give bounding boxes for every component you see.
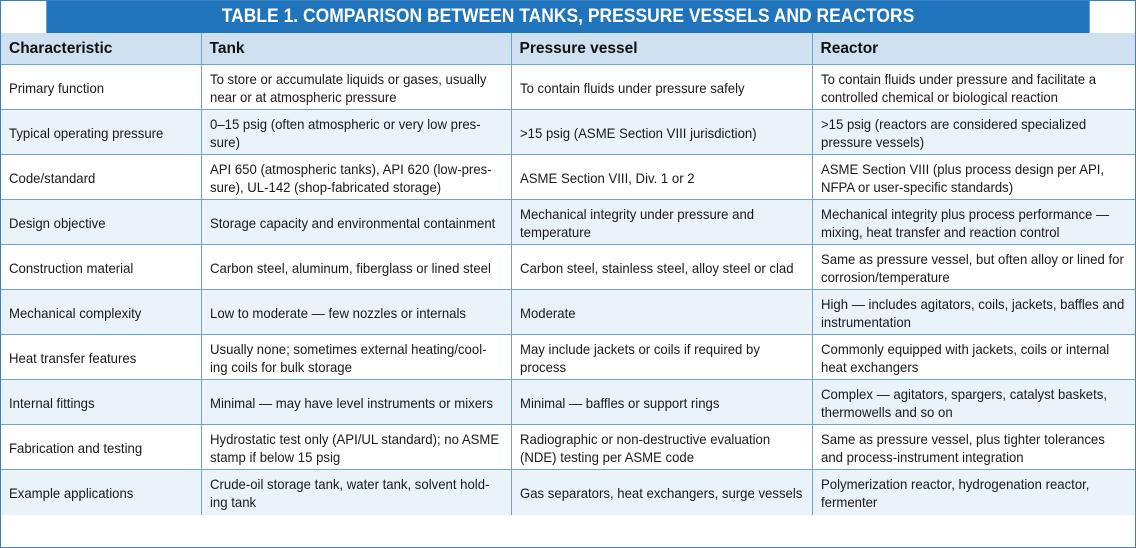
- cell-characteristic: Typical operating pressure: [1, 109, 202, 155]
- cell-text: Fabrication and testing: [9, 439, 143, 456]
- cell-text: Minimal — may have level instruments or …: [209, 394, 493, 411]
- cell-text: Same as pressure vessel, but often alloy…: [820, 250, 1124, 285]
- cell-pressure-vessel: >15 psig (ASME Section VIII jurisdiction…: [510, 109, 813, 155]
- table-row: Heat transfer features Usually none; some…: [1, 334, 1135, 380]
- cell-text: Crude-oil storage tank, water tank, solv…: [209, 475, 489, 510]
- cell-tank: 0–15 psig (often atmospheric or very low…: [200, 109, 512, 155]
- cell-text: 0–15 psig (often atmospheric or very low…: [209, 115, 481, 150]
- cell-tank: Storage capacity and environmental conta…: [200, 199, 512, 245]
- cell-tank: Hydrostatic test only (API/UL standard);…: [200, 424, 512, 470]
- cell-text: Code/standard: [9, 169, 96, 186]
- cell-text: ASME Section VIII (plus process design p…: [820, 160, 1104, 195]
- cell-text: >15 psig (reactors are considered specia…: [820, 115, 1086, 150]
- header-tank: Tank: [200, 33, 512, 65]
- cell-text: Mechanical integrity plus process perfor…: [820, 205, 1109, 240]
- table-title: TABLE 1. COMPARISON BETWEEN TANKS, PRESS…: [46, 1, 1090, 33]
- table-row: Typical operating pressure 0–15 psig (oft…: [1, 109, 1135, 155]
- table-row: Primary function To store or accumulate l…: [1, 64, 1135, 110]
- cell-text: Radiographic or non-destructive evaluati…: [519, 430, 770, 465]
- cell-characteristic: Code/standard: [1, 154, 202, 200]
- comparison-table: Characteristic Tank Pressure vessel Reac…: [1, 33, 1135, 515]
- table-row: Internal fittings Minimal — may have leve…: [1, 379, 1135, 425]
- cell-text: Example applications: [9, 484, 134, 501]
- cell-text: Primary function: [9, 79, 105, 96]
- cell-characteristic: Design objective: [1, 199, 202, 245]
- cell-text: Mechanical integrity under pressure and …: [519, 205, 754, 240]
- cell-text: Carbon steel, stainless steel, alloy ste…: [519, 259, 794, 276]
- cell-reactor: Same as pressure vessel, plus tighter to…: [811, 424, 1135, 470]
- cell-pressure-vessel: Carbon steel, stainless steel, alloy ste…: [510, 244, 813, 290]
- cell-text: Moderate: [519, 304, 576, 321]
- cell-reactor: Commonly equipped with jackets, coils or…: [811, 334, 1135, 380]
- table-row: Design objective Storage capacity and env…: [1, 199, 1135, 245]
- cell-text: Hydrostatic test only (API/UL standard);…: [209, 430, 499, 465]
- header-characteristic: Characteristic: [1, 33, 202, 65]
- cell-reactor: >15 psig (reactors are considered specia…: [811, 109, 1135, 155]
- cell-characteristic: Primary function: [1, 64, 202, 110]
- table-row: Example applications Crude-oil storage ta…: [1, 469, 1135, 515]
- cell-text: Same as pressure vessel, plus tighter to…: [820, 430, 1105, 465]
- cell-tank: Usually none; sometimes external heating…: [200, 334, 512, 380]
- cell-text: ASME Section VIII, Div. 1 or 2: [519, 169, 695, 186]
- table-row: Code/standard API 650 (atmospheric tanks)…: [1, 154, 1135, 200]
- cell-text: To contain fluids under pressure safely: [519, 79, 745, 96]
- cell-pressure-vessel: Mechanical integrity under pressure and …: [510, 199, 813, 245]
- cell-characteristic: Internal fittings: [1, 379, 202, 425]
- cell-tank: To store or accumulate liquids or gases,…: [200, 64, 512, 110]
- cell-pressure-vessel: Gas separators, heat exchangers, surge v…: [510, 469, 813, 515]
- cell-pressure-vessel: Minimal — baffles or support rings: [510, 379, 813, 425]
- cell-tank: Crude-oil storage tank, water tank, solv…: [200, 469, 512, 515]
- cell-characteristic: Fabrication and testing: [1, 424, 202, 470]
- cell-pressure-vessel: May include jackets or coils if required…: [510, 334, 813, 380]
- header-pressure-vessel: Pressure vessel: [510, 33, 813, 65]
- cell-text: To contain fluids under pressure and fac…: [820, 70, 1096, 105]
- cell-pressure-vessel: To contain fluids under pressure safely: [510, 64, 813, 110]
- cell-characteristic: Heat transfer features: [1, 334, 202, 380]
- cell-pressure-vessel: ASME Section VIII, Div. 1 or 2: [510, 154, 813, 200]
- cell-text: Low to moderate — few nozzles or interna…: [209, 304, 466, 321]
- cell-tank: Carbon steel, aluminum, fiberglass or li…: [200, 244, 512, 290]
- cell-text: Usually none; sometimes external heating…: [209, 340, 487, 375]
- cell-text: Storage capacity and environmental conta…: [209, 214, 495, 231]
- header-row: Characteristic Tank Pressure vessel Reac…: [1, 33, 1135, 65]
- cell-pressure-vessel: Moderate: [510, 289, 813, 335]
- cell-text: Typical operating pressure: [9, 124, 164, 141]
- cell-reactor: To contain fluids under pressure and fac…: [811, 64, 1135, 110]
- cell-reactor: High — includes agitators, coils, jacket…: [811, 289, 1135, 335]
- cell-text: Gas separators, heat exchangers, surge v…: [519, 484, 802, 501]
- table-row: Fabrication and testing Hydrostatic test …: [1, 424, 1135, 470]
- cell-reactor: Complex — agitators, spargers, catalyst …: [811, 379, 1135, 425]
- cell-reactor: Polymerization reactor, hydrogenation re…: [811, 469, 1135, 515]
- cell-characteristic: Example applications: [1, 469, 202, 515]
- cell-text: High — includes agitators, coils, jacket…: [820, 295, 1124, 330]
- cell-tank: API 650 (atmospheric tanks), API 620 (lo…: [200, 154, 512, 200]
- cell-text: To store or accumulate liquids or gases,…: [209, 70, 487, 105]
- cell-reactor: ASME Section VIII (plus process design p…: [811, 154, 1135, 200]
- cell-text: Internal fittings: [9, 394, 95, 411]
- cell-text: Commonly equipped with jackets, coils or…: [820, 340, 1109, 375]
- cell-characteristic: Mechanical complexity: [1, 289, 202, 335]
- cell-text: Design objective: [9, 214, 106, 231]
- header-reactor: Reactor: [811, 33, 1135, 65]
- cell-text: Complex — agitators, spargers, catalyst …: [820, 385, 1107, 420]
- cell-text: Minimal — baffles or support rings: [519, 394, 719, 411]
- cell-text: Carbon steel, aluminum, fiberglass or li…: [209, 259, 491, 276]
- cell-text: API 650 (atmospheric tanks), API 620 (lo…: [209, 160, 492, 195]
- cell-text: May include jackets or coils if required…: [519, 340, 760, 375]
- cell-text: Construction material: [9, 259, 134, 276]
- table-row: Construction material Carbon steel, alumi…: [1, 244, 1135, 290]
- cell-text: Heat transfer features: [9, 349, 137, 366]
- cell-text: Polymerization reactor, hydrogenation re…: [820, 475, 1089, 510]
- table-row: Mechanical complexity Low to moderate — f…: [1, 289, 1135, 335]
- cell-reactor: Mechanical integrity plus process perfor…: [811, 199, 1135, 245]
- cell-pressure-vessel: Radiographic or non-destructive evaluati…: [510, 424, 813, 470]
- cell-text: Mechanical complexity: [9, 304, 142, 321]
- cell-tank: Minimal — may have level instruments or …: [200, 379, 512, 425]
- cell-text: >15 psig (ASME Section VIII jurisdiction…: [519, 124, 757, 141]
- cell-tank: Low to moderate — few nozzles or interna…: [200, 289, 512, 335]
- cell-characteristic: Construction material: [1, 244, 202, 290]
- cell-reactor: Same as pressure vessel, but often alloy…: [811, 244, 1135, 290]
